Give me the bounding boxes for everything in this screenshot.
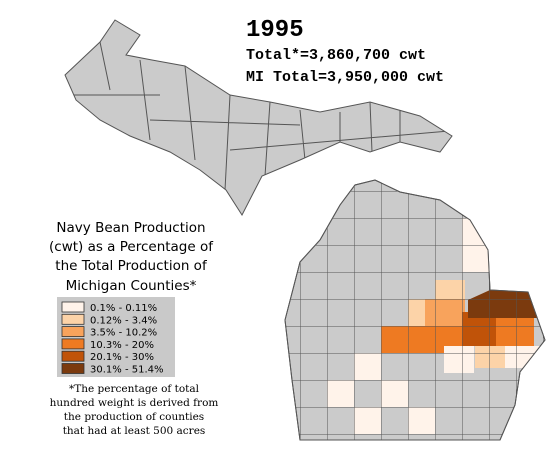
legend-title-line: Navy Bean Production [56, 220, 205, 236]
legend-swatch [61, 350, 85, 362]
legend-label: 10.3% - 20% [90, 340, 154, 351]
upper-peninsula [64, 19, 453, 217]
legend-label: 0.12% - 3.4% [90, 315, 157, 326]
year-title: 1995 [246, 17, 304, 44]
legend-swatch [61, 326, 85, 338]
footnote-line: that had at least 500 acres [63, 425, 206, 437]
legend-title-line: (cwt) as a Percentage of [49, 239, 214, 255]
legend-items: 0.1% - 0.11%0.12% - 3.4% 3.5% - 10.2%10.3… [61, 301, 164, 376]
legend-title-line: Michigan Counties* [66, 278, 197, 294]
footnote-line: the production of counties [64, 411, 204, 423]
legend-label: 20.1% - 30% [90, 352, 154, 363]
total-line: Total*=3,860,700 cwt [246, 47, 426, 64]
footnote: *The percentage of total hundred weight … [50, 383, 219, 437]
footnote-line: hundred weight is derived from [50, 397, 219, 409]
total-line: MI Total=3,950,000 cwt [246, 69, 444, 86]
legend-swatch [61, 313, 85, 325]
legend-swatch [61, 363, 85, 374]
legend-label: 30.1% - 51.4% [90, 365, 164, 376]
legend-swatch [61, 301, 85, 313]
legend-label: 0.1% - 0.11% [90, 303, 157, 314]
legend-label: 3.5% - 10.2% [90, 328, 157, 339]
legend-title: Navy Bean Production (cwt) as a Percenta… [49, 220, 214, 294]
footnote-line: *The percentage of total [69, 383, 200, 395]
legend-swatch [61, 338, 85, 350]
legend-title-line: the Total Production of [55, 258, 208, 274]
